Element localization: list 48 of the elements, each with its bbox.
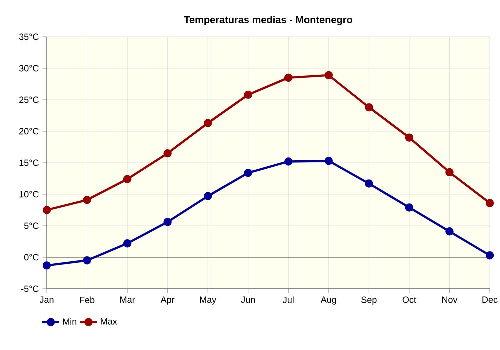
x-tick-label: Oct [402,296,416,304]
point [405,134,414,142]
point [486,199,494,208]
y-tick-label: 0°C [24,254,39,261]
point [204,119,212,128]
point [164,218,172,226]
y-tick-label: 10°C [20,191,39,198]
point [284,158,293,166]
chart-title: Temperaturas medias - Montenegro [184,16,352,26]
point [486,252,494,260]
x-tick-label: Feb [80,296,95,304]
point [123,240,132,248]
point [123,175,132,184]
point [244,168,252,178]
point [83,256,92,265]
point [365,103,374,112]
point [164,149,172,158]
legend-label: Max [101,318,118,325]
point [324,157,334,166]
point [244,90,252,100]
y-tick-label: 15°C [20,160,39,166]
point [42,262,52,270]
y-tick-label: 20°C [20,128,39,135]
point [42,206,52,214]
y-tick-label: 25°C [20,96,39,104]
x-tick-label: Mar [120,296,136,304]
x-tick-label: Jan [40,296,54,304]
point [446,228,454,236]
x-tick-label: Dec [482,296,498,304]
x-tick-label: Nov [442,296,458,304]
y-tick-label: 35°C [19,34,39,40]
y-tick-label: -5°C [22,286,39,292]
point [365,180,374,188]
x-tick-label: May [200,296,217,305]
x-tick-label: Jul [283,296,294,304]
point [405,204,414,212]
legend-label: Min [63,318,77,325]
x-tick-label: Apr [160,296,175,305]
point [83,196,92,204]
x-tick-label: Jun [241,296,256,304]
y-tick-label: 5°C [24,222,39,230]
y-tick-label: 30°C [19,65,39,72]
x-tick-label: Sep [362,296,377,305]
point [324,71,334,80]
point [446,168,454,177]
point [284,74,293,82]
x-tick-label: Aug [320,296,336,305]
point [204,192,212,200]
